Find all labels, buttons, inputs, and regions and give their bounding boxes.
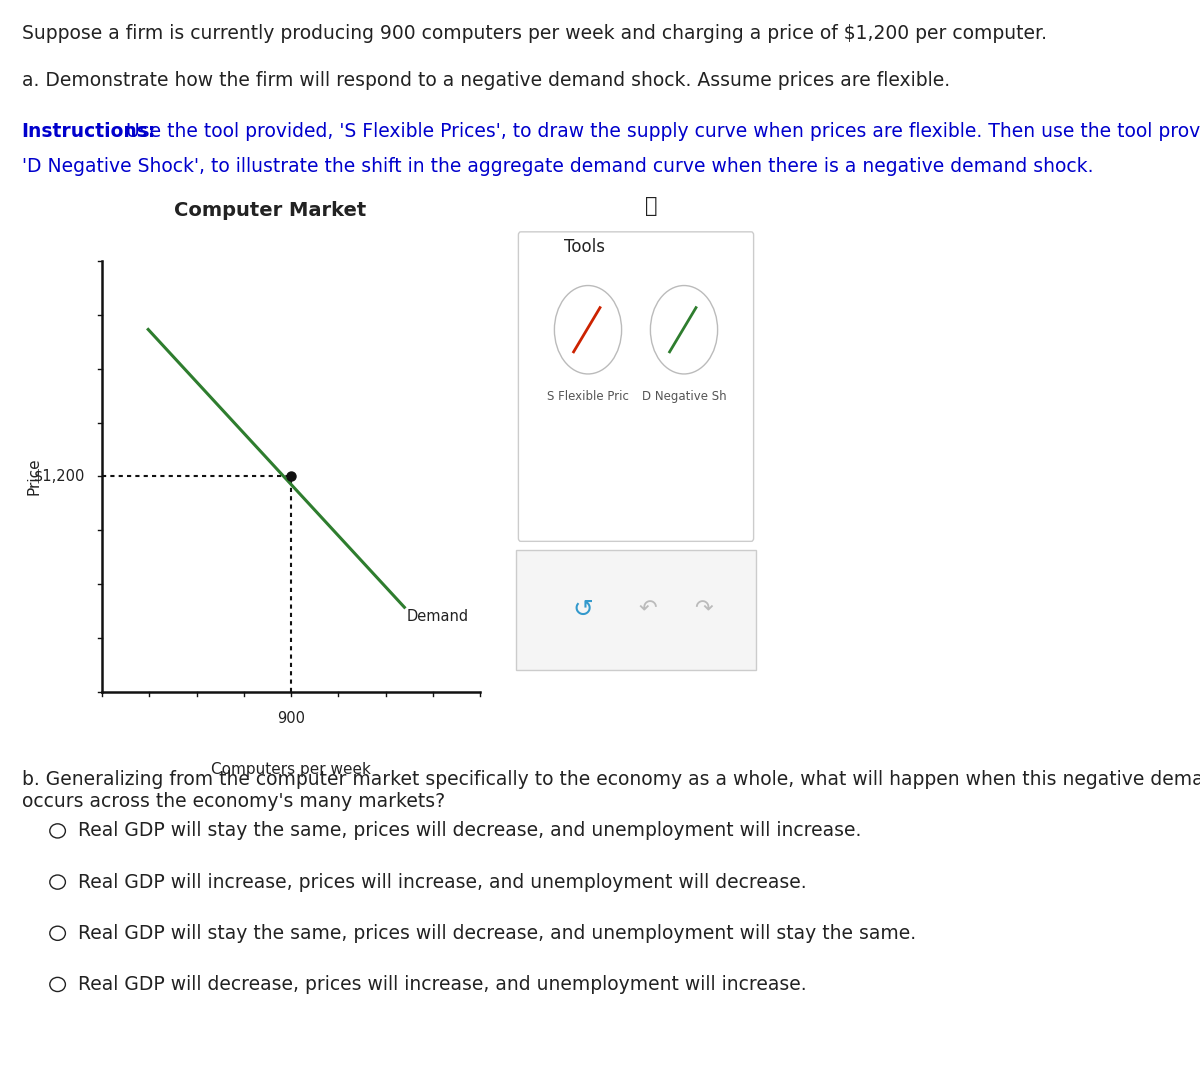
Text: Computer Market: Computer Market — [174, 201, 366, 220]
Text: S Flexible Pric: S Flexible Pric — [547, 390, 629, 403]
Text: 900: 900 — [277, 711, 305, 726]
Text: Computers per week: Computers per week — [211, 762, 371, 778]
Text: 'D Negative Shock', to illustrate the shift in the aggregate demand curve when t: 'D Negative Shock', to illustrate the sh… — [22, 157, 1093, 175]
Text: Real GDP will stay the same, prices will decrease, and unemployment will stay th: Real GDP will stay the same, prices will… — [78, 923, 916, 943]
Circle shape — [50, 926, 66, 940]
Circle shape — [50, 978, 66, 991]
Text: $1,200: $1,200 — [34, 469, 85, 484]
Text: b. Generalizing from the computer market specifically to the economy as a whole,: b. Generalizing from the computer market… — [22, 770, 1200, 811]
Circle shape — [50, 876, 66, 889]
Circle shape — [650, 285, 718, 374]
FancyBboxPatch shape — [516, 550, 756, 670]
Text: ↺: ↺ — [572, 598, 594, 622]
Text: D Negative Sh: D Negative Sh — [642, 390, 726, 403]
FancyBboxPatch shape — [518, 232, 754, 541]
Circle shape — [50, 823, 66, 839]
Text: ↷: ↷ — [694, 600, 713, 620]
Text: Suppose a firm is currently producing 900 computers per week and charging a pric: Suppose a firm is currently producing 90… — [22, 24, 1046, 42]
Text: Use the tool provided, 'S Flexible Prices', to draw the supply curve when prices: Use the tool provided, 'S Flexible Price… — [120, 122, 1200, 140]
Text: Real GDP will stay the same, prices will decrease, and unemployment will increas: Real GDP will stay the same, prices will… — [78, 821, 862, 841]
Text: ↶: ↶ — [638, 600, 658, 620]
Text: Price: Price — [26, 457, 41, 495]
Circle shape — [554, 285, 622, 374]
Text: Demand: Demand — [407, 609, 469, 624]
Text: Real GDP will increase, prices will increase, and unemployment will decrease.: Real GDP will increase, prices will incr… — [78, 872, 806, 892]
Text: a. Demonstrate how the firm will respond to a negative demand shock. Assume pric: a. Demonstrate how the firm will respond… — [22, 71, 949, 89]
Text: Real GDP will decrease, prices will increase, and unemployment will increase.: Real GDP will decrease, prices will incr… — [78, 975, 806, 994]
Text: ⓘ: ⓘ — [646, 196, 658, 216]
Text: Tools: Tools — [564, 238, 605, 256]
Text: Instructions:: Instructions: — [22, 122, 156, 140]
